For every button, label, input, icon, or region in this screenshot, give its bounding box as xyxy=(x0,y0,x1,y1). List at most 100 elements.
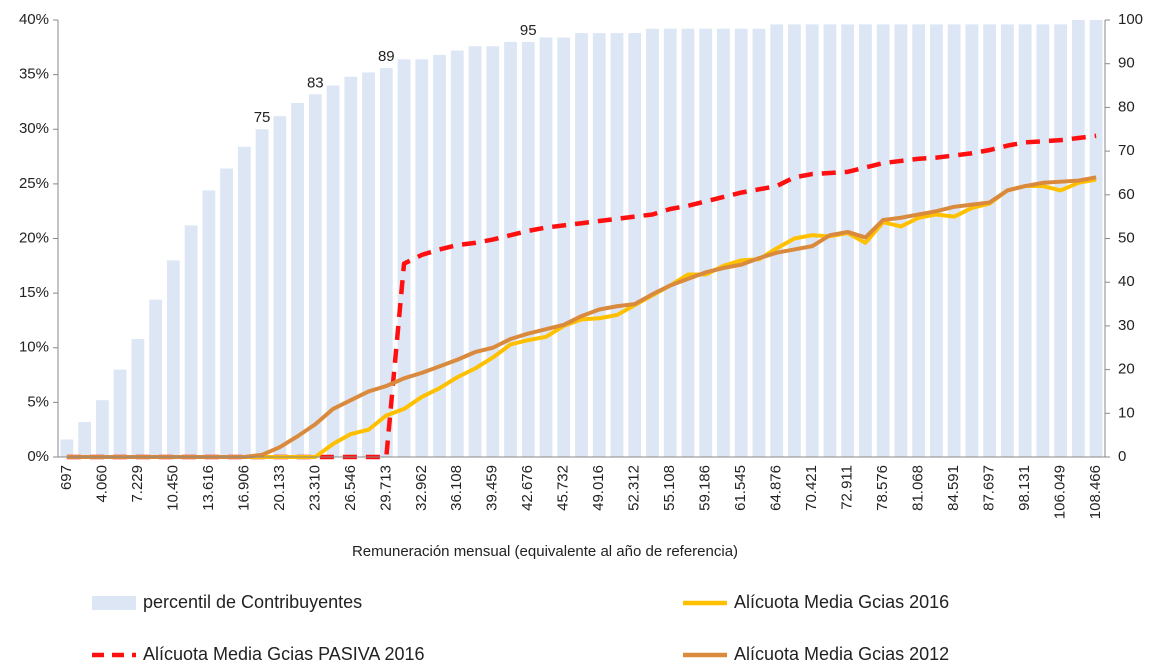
x-tick-label: 697 xyxy=(58,465,75,490)
bar xyxy=(841,24,855,458)
x-tick-label: 32.962 xyxy=(413,465,430,511)
y2-tick-label: 100 xyxy=(1118,11,1143,28)
x-tick-label: 4.060 xyxy=(93,465,110,503)
x-tick-label: 72.911 xyxy=(839,465,856,510)
bar xyxy=(60,439,74,457)
y-tick-label: 35% xyxy=(19,66,49,83)
bar xyxy=(1054,24,1068,458)
x-tick-label: 45.732 xyxy=(555,465,572,511)
x-tick-label: 87.697 xyxy=(981,465,998,511)
y2-tick-label: 20 xyxy=(1118,361,1135,378)
bar xyxy=(184,225,198,457)
bar xyxy=(539,37,553,457)
bar xyxy=(166,260,180,457)
bar xyxy=(255,129,269,457)
x-tick-label: 36.108 xyxy=(448,465,465,511)
legend-label: Alícuota Media Gcias 2016 xyxy=(734,592,949,612)
x-tick-label: 52.312 xyxy=(626,465,643,511)
data-label: 89 xyxy=(378,48,395,65)
bar xyxy=(131,339,145,457)
bar xyxy=(734,28,748,458)
legend-label: percentil de Contribuyentes xyxy=(143,592,362,612)
x-tick-label: 20.133 xyxy=(271,465,288,511)
bar xyxy=(468,46,482,457)
x-tick-label: 16.906 xyxy=(235,465,252,511)
bar xyxy=(912,24,926,458)
x-tick-label: 39.459 xyxy=(484,465,501,511)
bar xyxy=(521,41,535,457)
x-tick-label: 61.545 xyxy=(732,465,749,511)
x-tick-label: 98.131 xyxy=(1016,465,1033,511)
y2-tick-label: 80 xyxy=(1118,98,1135,115)
x-tick-label: 78.576 xyxy=(874,465,891,511)
bar xyxy=(681,28,695,458)
bar xyxy=(646,28,659,458)
y2-tick-label: 10 xyxy=(1118,404,1135,421)
bar xyxy=(592,33,606,458)
bar xyxy=(397,59,411,458)
bar xyxy=(610,33,624,458)
x-tick-label: 13.616 xyxy=(200,465,217,511)
y-tick-label: 10% xyxy=(19,339,49,356)
bar xyxy=(308,94,322,457)
x-axis-title: Remuneración mensual (equivalente al año… xyxy=(352,543,738,560)
bar xyxy=(78,422,92,457)
y2-tick-label: 60 xyxy=(1118,186,1135,203)
y2-tick-label: 70 xyxy=(1118,142,1135,159)
x-tick-label: 106.049 xyxy=(1052,465,1069,519)
data-label: 83 xyxy=(307,74,324,91)
bar xyxy=(1089,20,1103,457)
x-tick-label: 29.713 xyxy=(377,465,394,511)
y-tick-label: 40% xyxy=(19,11,49,28)
x-tick-label: 26.546 xyxy=(342,465,359,511)
data-label: 95 xyxy=(520,22,537,39)
y-tick-label: 20% xyxy=(19,229,49,246)
y2-tick-label: 90 xyxy=(1118,55,1135,72)
x-tick-label: 23.310 xyxy=(306,465,323,511)
bar xyxy=(415,59,429,458)
bar xyxy=(95,400,109,457)
y2-tick-label: 50 xyxy=(1118,229,1135,246)
x-tick-label: 70.421 xyxy=(803,465,820,511)
bar xyxy=(450,50,464,458)
bar xyxy=(947,24,961,458)
data-label: 75 xyxy=(254,109,271,126)
y-tick-label: 0% xyxy=(27,448,49,465)
bar xyxy=(149,299,162,457)
y-tick-label: 25% xyxy=(19,175,49,192)
y2-tick-label: 30 xyxy=(1118,317,1135,334)
bar xyxy=(930,24,943,458)
bar xyxy=(433,54,446,458)
bar xyxy=(113,369,127,457)
bar xyxy=(876,24,890,458)
bar xyxy=(486,46,500,457)
bar xyxy=(362,72,375,457)
bar xyxy=(894,24,908,458)
bar xyxy=(379,68,393,457)
bar xyxy=(273,116,287,457)
bar xyxy=(699,28,713,458)
x-tick-label: 7.229 xyxy=(129,465,146,503)
bar xyxy=(1018,24,1032,458)
bar xyxy=(237,146,251,458)
y2-tick-label: 40 xyxy=(1118,273,1135,290)
bar xyxy=(983,24,997,458)
x-tick-label: 81.068 xyxy=(910,465,927,511)
bar xyxy=(1001,24,1014,458)
bar xyxy=(663,28,677,458)
bar xyxy=(291,103,304,457)
x-tick-label: 55.108 xyxy=(661,465,678,511)
x-tick-label: 84.591 xyxy=(945,465,962,511)
x-tick-label: 59.186 xyxy=(697,465,714,511)
bar xyxy=(575,33,588,458)
y2-tick-label: 0 xyxy=(1118,448,1126,465)
bar xyxy=(202,190,216,457)
x-tick-label: 64.876 xyxy=(768,465,785,511)
bar xyxy=(965,24,979,458)
legend-label: Alícuota Media Gcias 2012 xyxy=(734,644,949,664)
bar xyxy=(752,28,766,458)
bar xyxy=(717,28,730,458)
bar xyxy=(823,24,837,458)
y-tick-label: 15% xyxy=(19,284,49,301)
